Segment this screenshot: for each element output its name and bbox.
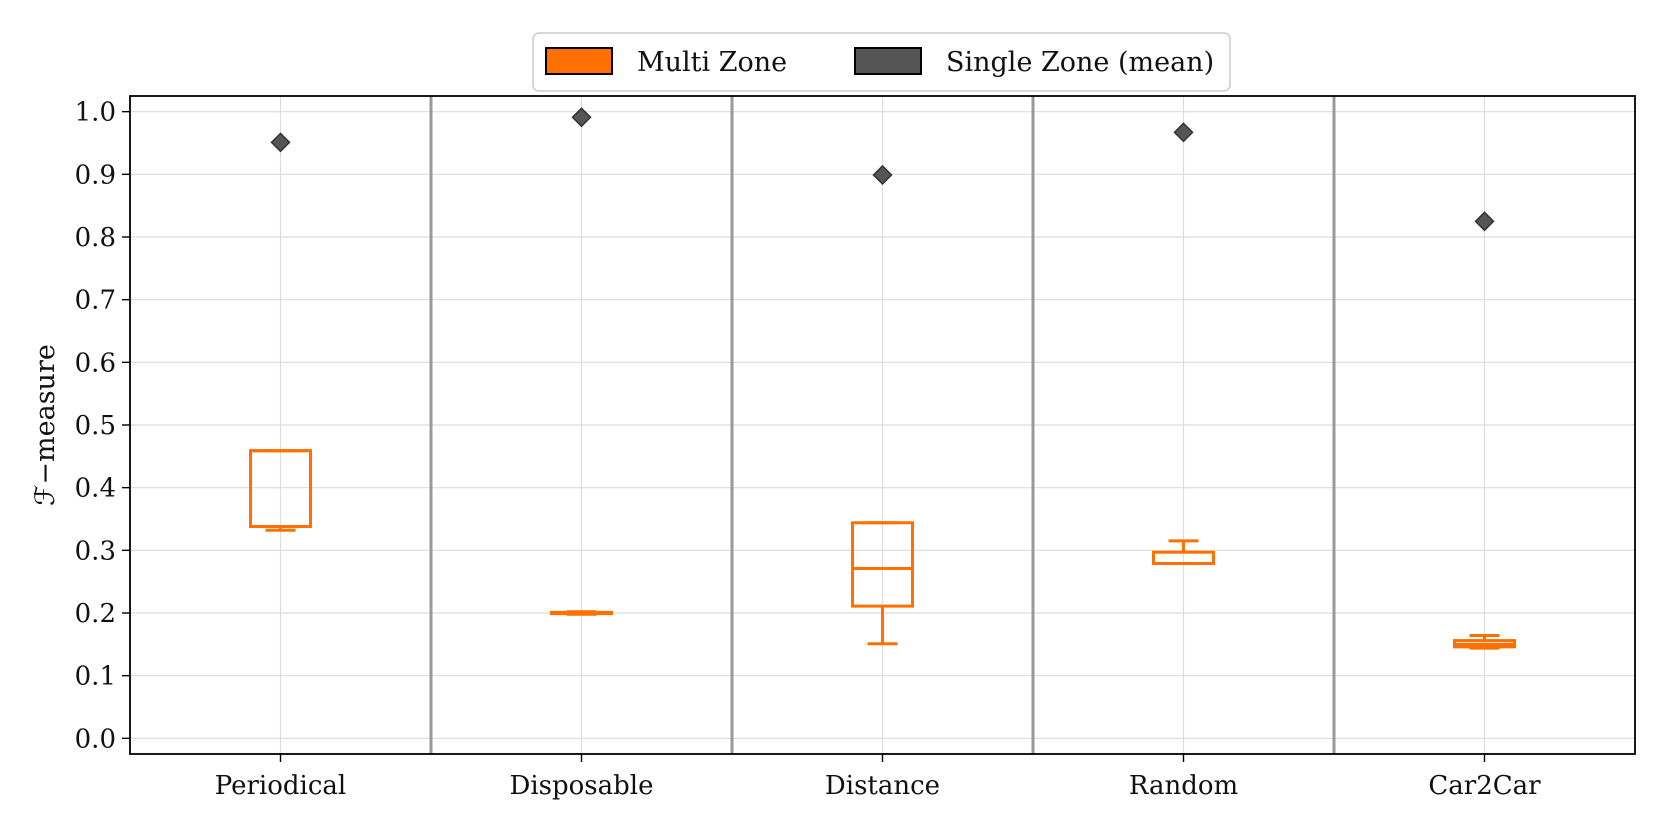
y-tick-label: 0.4 xyxy=(75,474,116,504)
legend-entry-single-zone: Single Zone (mean) xyxy=(854,47,1214,78)
mean-marker xyxy=(270,132,291,153)
legend-swatch xyxy=(854,47,922,75)
y-tick-label: 0.2 xyxy=(75,599,116,629)
y-axis: 0.0 0.1 0.2 0.3 0.4 0.5 0.6 0.7 0.8 0.9 1.0 xyxy=(75,98,130,754)
iqr-box xyxy=(851,521,914,608)
mean-marker xyxy=(1173,122,1194,143)
box-random xyxy=(1152,539,1215,565)
y-tick-label: 0.1 xyxy=(75,662,116,692)
mean-marker xyxy=(1474,211,1495,232)
x-tick-label: Periodical xyxy=(215,771,346,801)
category-separators xyxy=(429,96,1336,754)
box-car2car xyxy=(1453,634,1516,650)
legend-swatch xyxy=(545,47,613,75)
y-tick-label: 0.3 xyxy=(75,536,116,566)
x-tick-label: Car2Car xyxy=(1428,771,1541,801)
y-tick-label: 0.7 xyxy=(75,286,116,316)
y-tick-label: 0.0 xyxy=(75,724,116,754)
y-tick-label: 0.6 xyxy=(75,348,116,378)
series-layer xyxy=(249,107,1516,650)
y-tick-label: 0.5 xyxy=(75,411,116,441)
x-axis: Periodical Disposable Distance Random Car2Ca… xyxy=(215,754,1541,801)
legend-entry-multi-zone: Multi Zone xyxy=(545,47,787,78)
y-axis-title: ℱ−measure xyxy=(30,344,61,506)
y-tick-label: 0.8 xyxy=(75,223,116,253)
legend-label: Multi Zone xyxy=(637,47,787,78)
box-disposable xyxy=(550,610,613,616)
box-periodical xyxy=(249,449,312,532)
y-tick-label: 0.9 xyxy=(75,160,116,190)
box-distance xyxy=(851,521,914,646)
series-multi-zone xyxy=(249,449,1516,650)
legend: Multi Zone Single Zone (mean) xyxy=(532,32,1231,92)
mean-marker xyxy=(571,107,592,128)
series-single-zone-mean xyxy=(270,107,1495,232)
x-tick-label: Distance xyxy=(825,771,940,801)
mean-marker xyxy=(872,164,893,186)
y-tick-label: 1.0 xyxy=(75,98,116,128)
x-tick-label: Disposable xyxy=(510,771,654,801)
legend-label: Single Zone (mean) xyxy=(946,47,1214,78)
x-tick-label: Random xyxy=(1129,771,1238,801)
